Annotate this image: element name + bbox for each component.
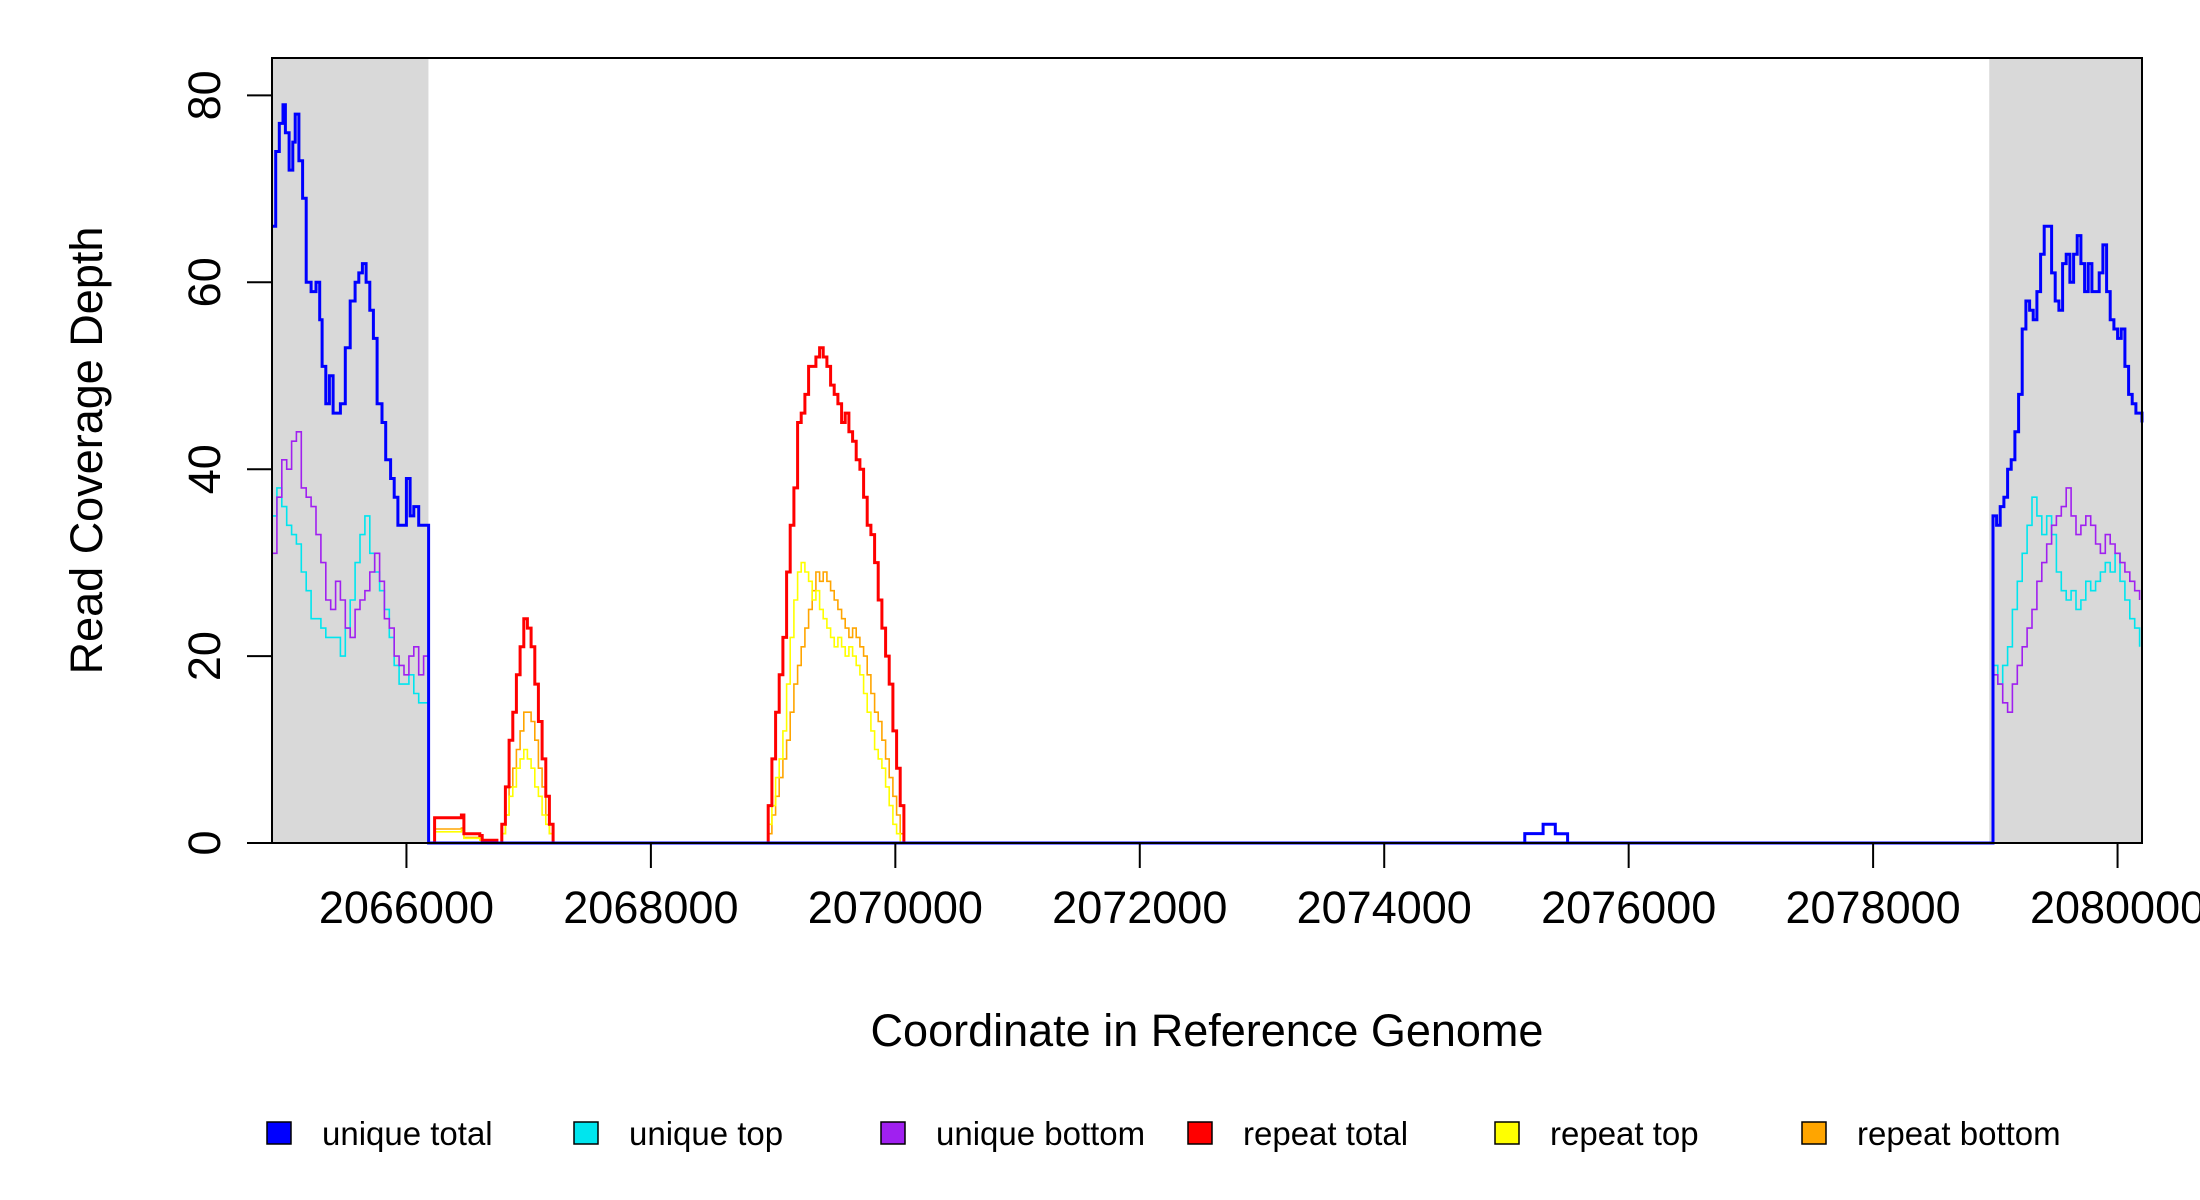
legend-swatch-unique-total bbox=[266, 1121, 292, 1145]
legend-label-repeat-bottom: repeat bottom bbox=[1857, 1115, 2061, 1152]
series-repeat-top bbox=[430, 561, 934, 844]
x-tick-label: 2072000 bbox=[1052, 882, 1227, 933]
legend-label-repeat-total: repeat total bbox=[1243, 1115, 1408, 1152]
y-tick-label: 40 bbox=[179, 444, 230, 494]
legend-label-unique-total: unique total bbox=[322, 1115, 493, 1152]
legend: unique total unique top unique bottom repea… bbox=[266, 1115, 2061, 1152]
shaded-region-1 bbox=[272, 58, 429, 843]
legend-swatch-unique-bottom bbox=[880, 1121, 906, 1145]
legend-swatch-repeat-total bbox=[1187, 1121, 1213, 1145]
x-tick-label: 2078000 bbox=[1786, 882, 1961, 933]
legend-label-unique-top: unique top bbox=[629, 1115, 783, 1152]
series-unique-top bbox=[272, 487, 2141, 844]
series-unique-bottom bbox=[272, 431, 2141, 844]
x-axis-title: Coordinate in Reference Genome bbox=[871, 1005, 1544, 1056]
series-minor-segment-1 bbox=[1523, 822, 1570, 843]
x-tick-label: 2068000 bbox=[563, 882, 738, 933]
x-tick-label: 2074000 bbox=[1297, 882, 1472, 933]
x-axis: 2066000 2068000 2070000 2072000 2074000 20760… bbox=[319, 843, 2200, 933]
legend-swatch-unique-top bbox=[573, 1121, 599, 1145]
y-axis: 0 20 40 60 80 bbox=[179, 70, 272, 856]
y-tick-label: 60 bbox=[179, 257, 230, 307]
legend-label-unique-bottom: unique bottom bbox=[936, 1115, 1145, 1152]
plot-frame bbox=[271, 57, 2143, 844]
legend-swatch-repeat-top bbox=[1494, 1121, 1520, 1145]
y-tick-label: 80 bbox=[179, 70, 230, 120]
y-tick-label: 20 bbox=[179, 631, 230, 681]
y-axis-title: Read Coverage Depth bbox=[61, 227, 112, 675]
x-tick-label: 2066000 bbox=[319, 882, 494, 933]
shaded-region-2 bbox=[1989, 58, 2142, 843]
legend-swatch-repeat-bottom bbox=[1801, 1121, 1827, 1145]
series-repeat-total bbox=[430, 346, 934, 845]
x-tick-label: 2076000 bbox=[1541, 882, 1716, 933]
x-tick-label: 2080000 bbox=[2030, 882, 2200, 933]
series-unique-total bbox=[272, 103, 2144, 845]
shaded-regions bbox=[272, 58, 2142, 843]
x-tick-label: 2070000 bbox=[808, 882, 983, 933]
series-repeat-bottom bbox=[430, 571, 934, 844]
y-tick-label: 0 bbox=[179, 830, 230, 855]
legend-label-repeat-top: repeat top bbox=[1550, 1115, 1699, 1152]
series-lines bbox=[272, 103, 2144, 845]
